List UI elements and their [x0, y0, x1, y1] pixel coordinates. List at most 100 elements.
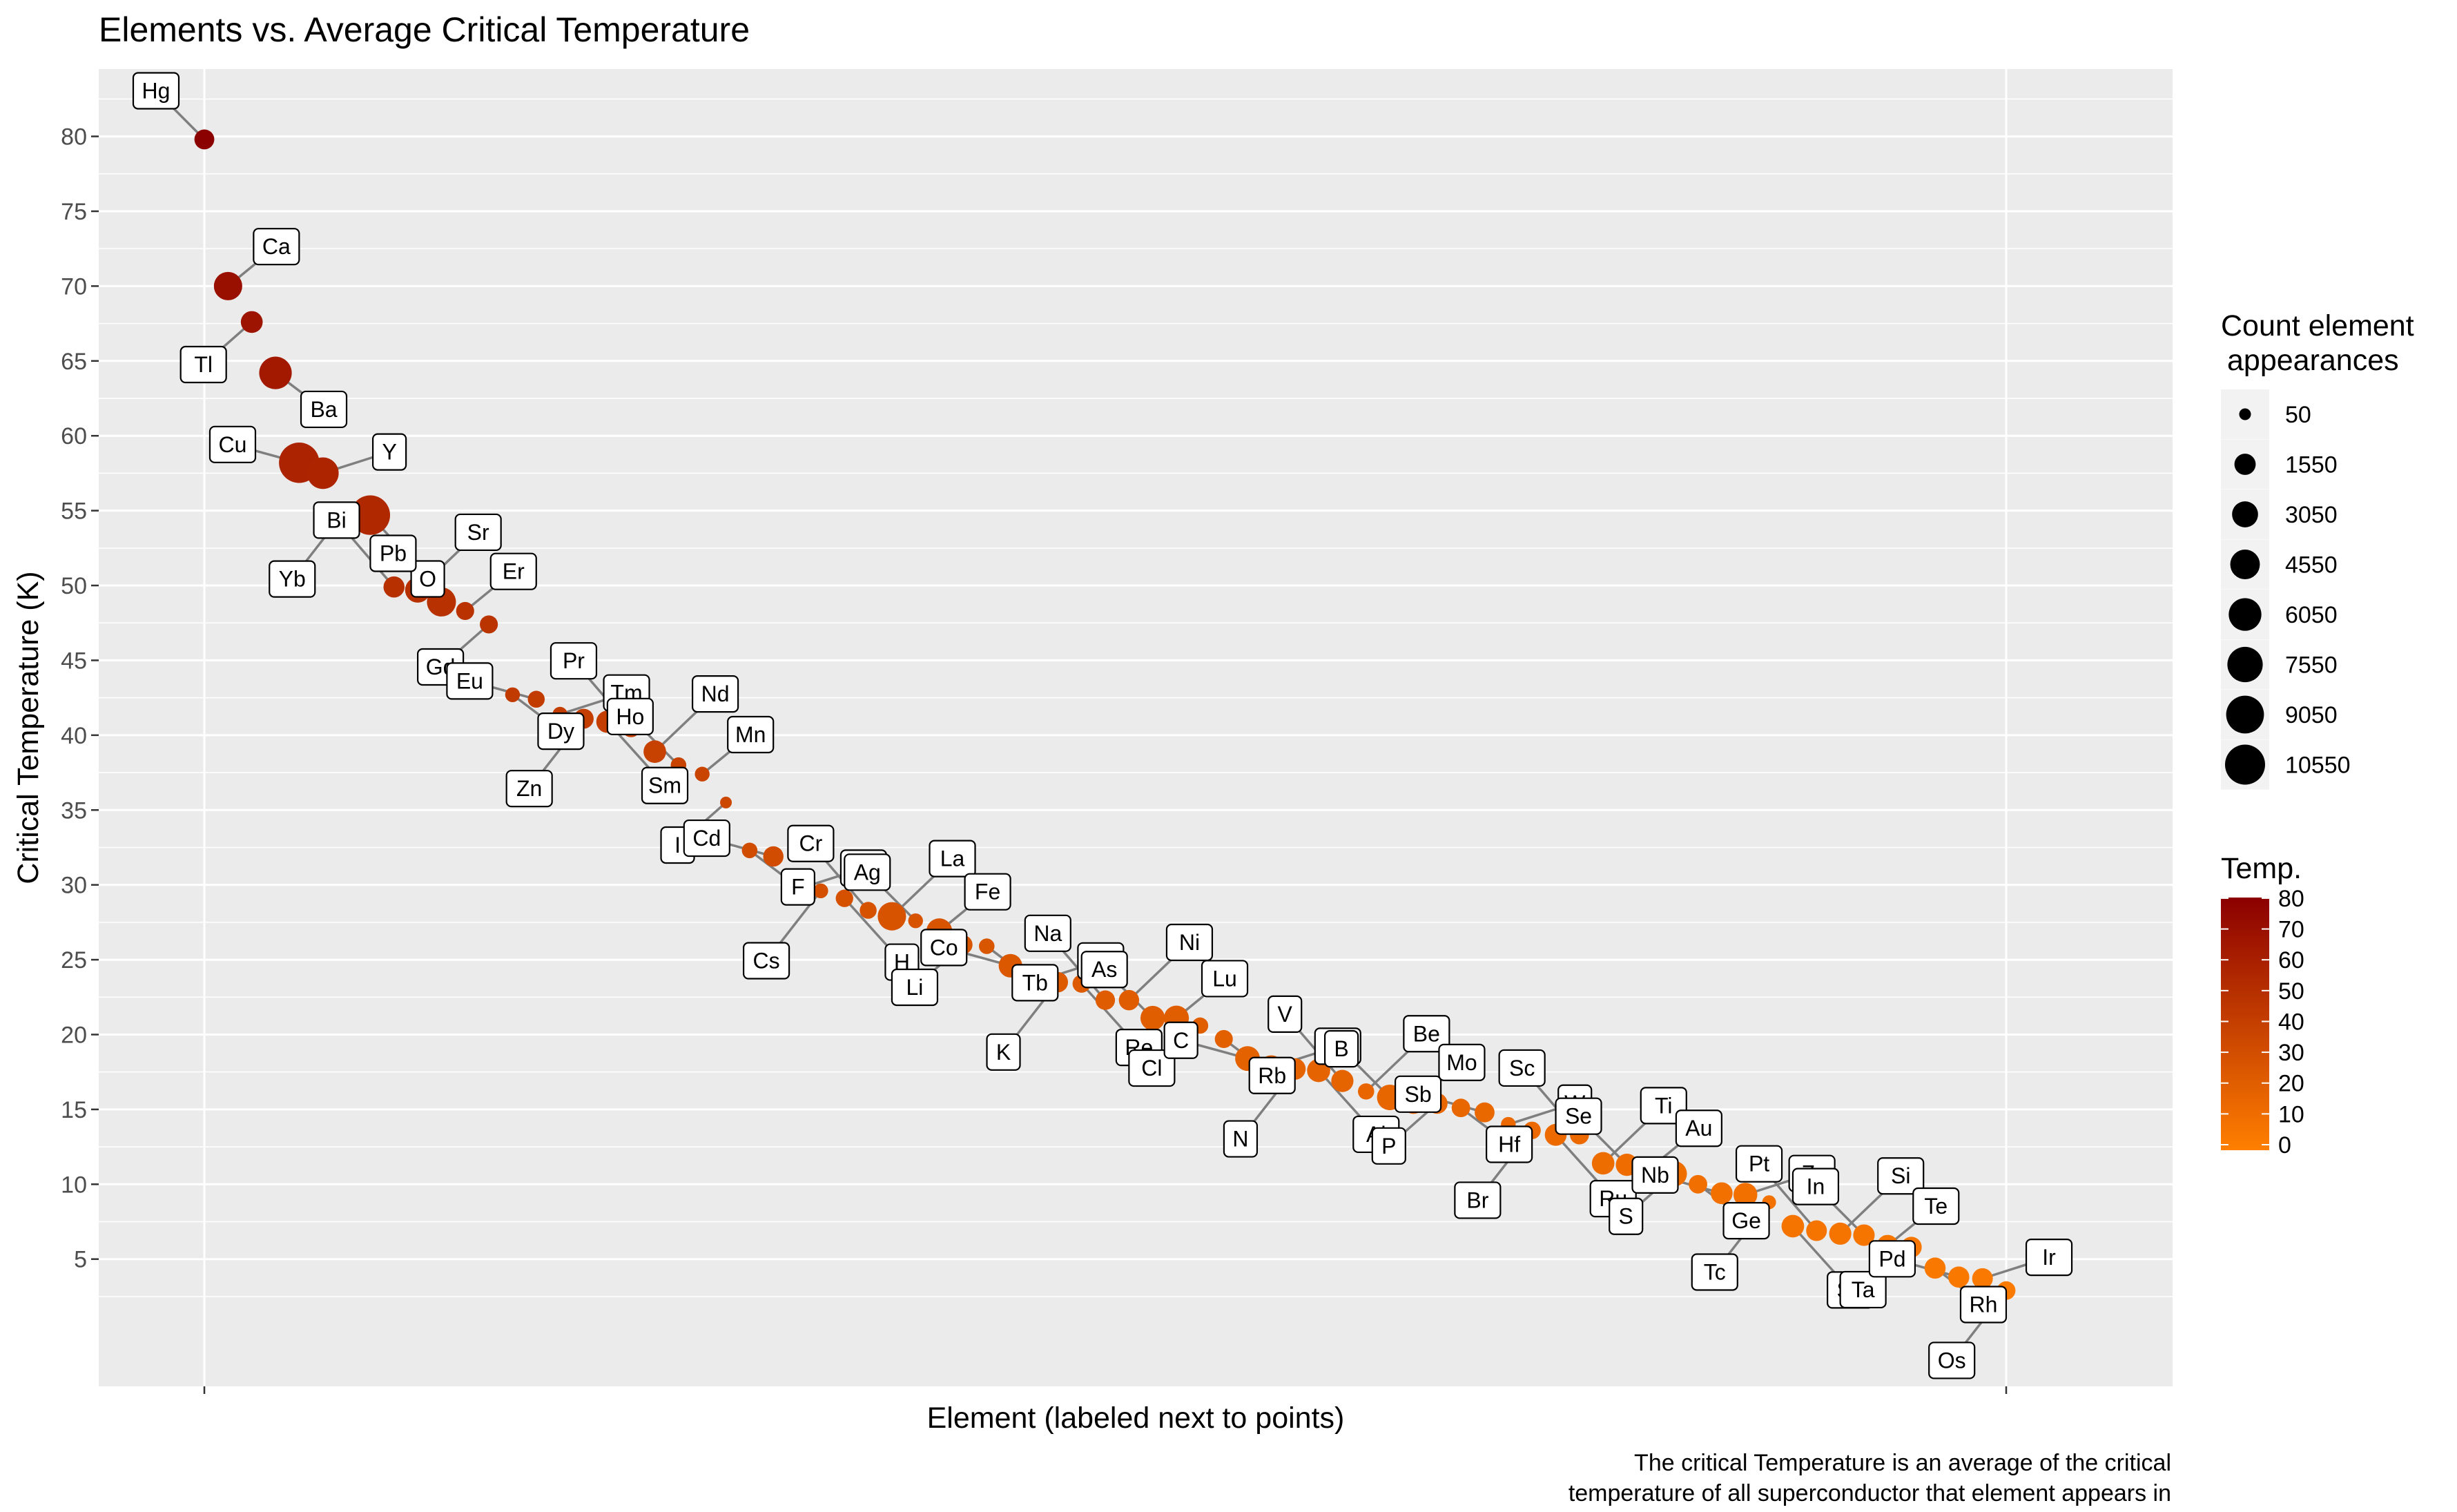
- point-label-box: [742, 942, 790, 980]
- point-label-box: [537, 712, 585, 750]
- point-label: Sc: [1509, 1056, 1535, 1080]
- data-point: [741, 842, 758, 859]
- y-tick-label: 55: [61, 498, 87, 525]
- point-label-box: [1454, 1181, 1502, 1219]
- data-point: [1140, 1005, 1165, 1031]
- grid-minor: [99, 98, 2173, 1297]
- point-label: Hf: [1498, 1132, 1520, 1157]
- point-label: Cs: [753, 949, 780, 973]
- plot-panel: [99, 69, 2173, 1386]
- point-label: Te: [1924, 1194, 1948, 1219]
- point-label: Ta: [1852, 1277, 1875, 1302]
- data-point: [877, 902, 906, 931]
- point-label: Ge: [1731, 1208, 1761, 1233]
- data-point: [813, 883, 828, 899]
- color-legend-label: 30: [2278, 1040, 2304, 1066]
- point-label: Rh: [1970, 1292, 1998, 1317]
- point-label-box: [920, 929, 968, 967]
- point-label-box: [1735, 1145, 1783, 1183]
- y-tick-label: 30: [61, 873, 87, 899]
- point-label: Ho: [616, 704, 644, 729]
- data-point: [1806, 1220, 1827, 1241]
- data-point: [259, 356, 292, 389]
- point-label-box: [1928, 1341, 1976, 1379]
- point-label: K: [996, 1040, 1011, 1065]
- point-label: Ti: [1655, 1093, 1672, 1118]
- point-label: I: [674, 833, 681, 857]
- data-point: [643, 740, 666, 764]
- data-point: [1733, 1183, 1758, 1207]
- color-legend-title: Temp.: [2221, 852, 2302, 885]
- data-point: [1475, 1102, 1495, 1123]
- point-label-box: [1163, 1021, 1198, 1059]
- point-label-box: [986, 1033, 1021, 1071]
- size-legend-dot: [2228, 598, 2262, 631]
- point-label: C: [1173, 1028, 1189, 1053]
- point-label: Be: [1413, 1021, 1440, 1046]
- color-legend-label: 60: [2278, 947, 2304, 973]
- point-label: Cd: [692, 826, 721, 851]
- point-label-box: [1640, 1087, 1687, 1125]
- y-tick-label: 50: [61, 573, 87, 599]
- point-label-box: [1268, 995, 1303, 1033]
- point-label: Hg: [142, 79, 171, 104]
- point-label: Mn: [735, 722, 766, 747]
- point-label-box: [1486, 1125, 1533, 1163]
- point-label: S: [1619, 1204, 1633, 1229]
- y-tick-label: 80: [61, 124, 87, 151]
- point-label-box: [844, 853, 891, 891]
- point-label-box: [300, 390, 348, 429]
- point-label: Zn: [516, 776, 542, 801]
- data-point: [1357, 1083, 1375, 1100]
- color-legend-label: 50: [2278, 978, 2304, 1005]
- point-label: Os: [1938, 1348, 1966, 1373]
- color-legend-label: 20: [2278, 1071, 2304, 1097]
- point-label: Bi: [327, 507, 346, 532]
- point-label-box: [641, 766, 689, 804]
- y-tick-label: 15: [61, 1097, 87, 1123]
- point-label: Na: [1033, 921, 1062, 946]
- size-legend-label: 6050: [2285, 602, 2338, 628]
- point-label: P: [1381, 1134, 1396, 1159]
- point-label-box: [269, 560, 316, 598]
- point-label: Ba: [310, 397, 337, 422]
- data-point: [307, 457, 339, 490]
- data-point: [240, 311, 263, 333]
- point-label-box: [1201, 960, 1249, 998]
- data-point: [1711, 1182, 1733, 1205]
- data-point: [350, 495, 391, 535]
- size-legend-title-line-2: appearances: [2227, 344, 2399, 377]
- data-point: [908, 913, 923, 929]
- point-label-box: [1438, 1043, 1486, 1081]
- data-point: [763, 846, 784, 867]
- point-label-box: [1403, 1015, 1450, 1053]
- y-tick-label: 60: [61, 423, 87, 449]
- data-point: [979, 938, 995, 954]
- point-label-box: [683, 819, 730, 857]
- data-point: [194, 129, 215, 150]
- point-label: As: [1091, 957, 1117, 982]
- point-label: Er: [503, 559, 525, 584]
- point-label: F: [791, 875, 805, 900]
- data-point: [695, 766, 710, 782]
- size-legend-label: 50: [2285, 402, 2311, 428]
- point-label-box: [929, 840, 976, 878]
- point-label-box: [1080, 951, 1128, 989]
- point-label-box: [1877, 1157, 1925, 1195]
- data-point: [835, 889, 853, 907]
- size-legend-label: 1550: [2285, 452, 2338, 478]
- point-label-box: [369, 534, 417, 572]
- data-point: [505, 687, 521, 703]
- point-label: Sr: [467, 520, 489, 545]
- data-point: [383, 576, 405, 598]
- point-label: Cr: [799, 831, 822, 856]
- x-axis-title: Element (labeled next to points): [927, 1402, 1345, 1435]
- size-legend-dot: [2232, 501, 2258, 527]
- y-tick-label: 25: [61, 947, 87, 973]
- point-label: Ca: [262, 234, 291, 259]
- point-label: Nd: [701, 681, 730, 706]
- data-point: [1451, 1098, 1470, 1118]
- point-label: Cl: [1141, 1056, 1162, 1080]
- size-legend-dot: [2234, 454, 2256, 475]
